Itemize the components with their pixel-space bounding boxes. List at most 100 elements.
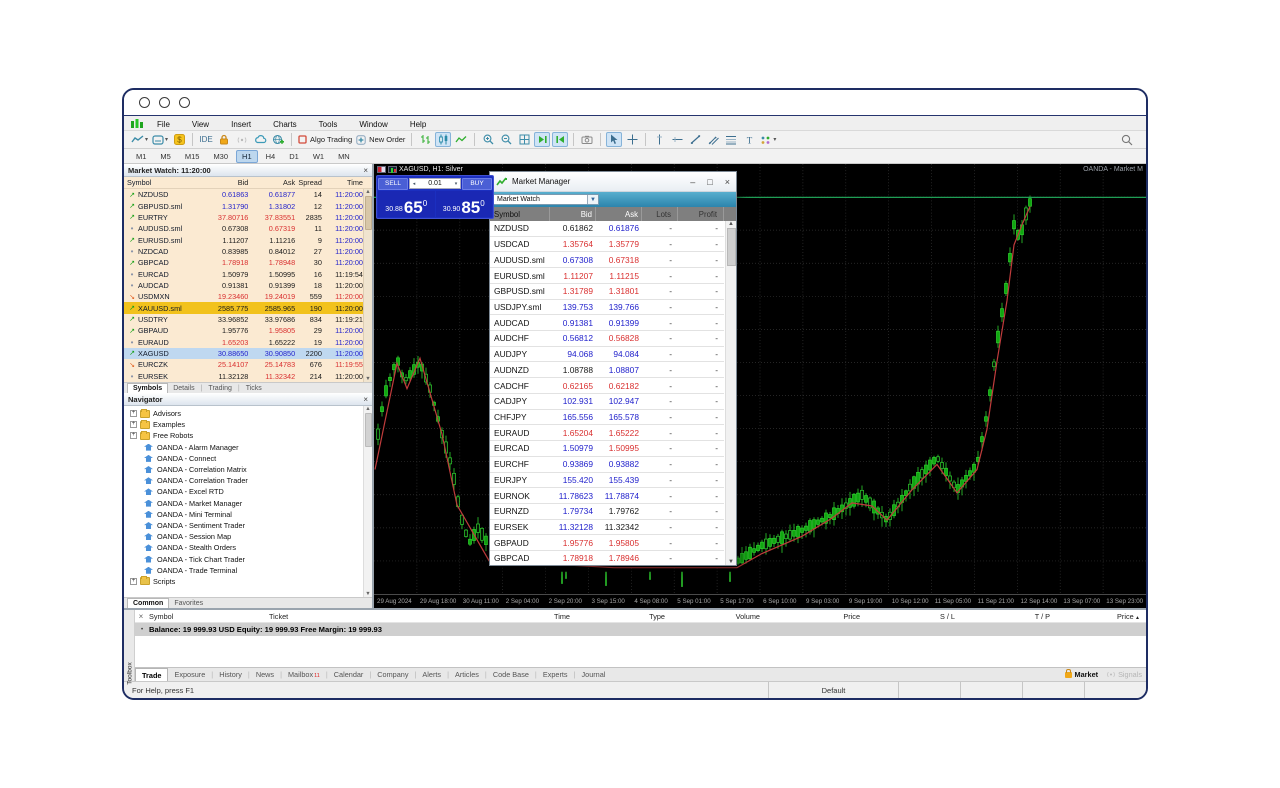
toolbox-tab-alerts[interactable]: Alerts	[422, 670, 442, 679]
market-watch-row-xagusd[interactable]: ↗ XAGUSD 30.88650 30.90850 2200 11:20:00	[124, 347, 363, 360]
market-manager-row-audjpy[interactable]: AUDJPY 94.068 94.084 - -	[490, 347, 724, 363]
trade-col-symbol-0[interactable]: Symbol	[149, 611, 174, 621]
zoom-in-icon[interactable]	[480, 132, 496, 147]
volume-stepper[interactable]: ◂ 0.01 ▾	[409, 178, 461, 189]
signal-disabled-icon[interactable]	[234, 132, 250, 147]
market-manager-row-eursek[interactable]: EURSEK 11.32128 11.32342 - -	[490, 520, 724, 536]
trade-col-ticket-1[interactable]: Ticket	[269, 611, 289, 621]
market-watch-row-eurtry[interactable]: ↗ EURTRY 37.80716 37.83551 2835 11:20:00	[124, 212, 363, 223]
toolbox-tab-exposure[interactable]: Exposure	[174, 670, 206, 679]
maximize-icon[interactable]: □	[707, 176, 713, 187]
mw-col-spread[interactable]: Spread	[298, 178, 322, 187]
close-icon[interactable]: ×	[363, 165, 368, 175]
market-manager-row-chfjpy[interactable]: CHFJPY 165.556 165.578 - -	[490, 410, 724, 426]
navigator-folder-free-robots[interactable]: + Free Robots	[130, 430, 372, 441]
market-manager-row-eurchf[interactable]: EURCHF 0.93869 0.93882 - -	[490, 457, 724, 473]
algo-trading-button[interactable]: Algo Trading	[297, 132, 353, 147]
market-manager-row-eurcad[interactable]: EURCAD 1.50979 1.50995 - -	[490, 441, 724, 457]
sell-price-display[interactable]: 30.88 65 0	[378, 191, 435, 217]
market-tab[interactable]: Market	[1064, 668, 1098, 679]
signals-tab[interactable]: Signals	[1106, 670, 1142, 679]
market-manager-row-euraud[interactable]: EURAUD 1.65204 1.65222 - -	[490, 425, 724, 442]
window-close-button[interactable]	[139, 97, 150, 108]
market-manager-row-eurjpy[interactable]: EURJPY 155.420 155.439 - -	[490, 473, 724, 489]
expand-icon[interactable]: +	[130, 410, 137, 418]
close-icon[interactable]: ×	[724, 176, 730, 187]
close-icon[interactable]: ×	[138, 611, 144, 621]
scroll-thumb[interactable]	[726, 228, 736, 266]
toolbox-side-tab[interactable]: Toolbox	[124, 610, 135, 685]
market-watch-row-euraud[interactable]: • EURAUD 1.65203 1.65222 19 11:20:00	[124, 336, 363, 347]
buy-price-display[interactable]: 30.90 85 0	[435, 191, 492, 217]
market-manager-row-gbpcad[interactable]: GBPCAD 1.78918 1.78946 - -	[490, 551, 724, 565]
screenshot-camera-icon[interactable]	[579, 132, 595, 147]
timeframe-mn[interactable]: MN	[338, 151, 350, 161]
menu-item-insert[interactable]: Insert	[231, 120, 252, 129]
navigator-item-oanda-session-map[interactable]: OANDA - Session Map	[130, 531, 372, 542]
market-watch-row-usdmxn[interactable]: ↘ USDMXN 19.23460 19.24019 559 11:20:00	[124, 291, 363, 302]
market-watch-row-audcad[interactable]: • AUDCAD 0.91381 0.91399 18 11:20:00	[124, 280, 363, 291]
market-manager-row-audnzd[interactable]: AUDNZD 1.08788 1.08807 - -	[490, 362, 724, 379]
window-zoom-button[interactable]	[179, 97, 190, 108]
scroll-down-icon[interactable]: ▼	[365, 376, 371, 382]
toolbox-tab-calendar[interactable]: Calendar	[333, 670, 364, 679]
market-watch-row-gbpusd-sml[interactable]: ↗ GBPUSD.sml 1.31790 1.31802 12 11:20:00	[124, 200, 363, 211]
market-manager-row-cadchf[interactable]: CADCHF 0.62165 0.62182 - -	[490, 378, 724, 394]
market-watch-row-audusd-sml[interactable]: • AUDUSD.sml 0.67308 0.67319 11 11:20:00	[124, 223, 363, 234]
market-manager-row-usdjpy-sml[interactable]: USDJPY.sml 139.753 139.766 - -	[490, 300, 724, 316]
market-manager-row-usdcad[interactable]: USDCAD 1.35764 1.35779 - -	[490, 237, 724, 253]
horizontal-line-tool-icon[interactable]	[669, 132, 685, 147]
new-chart-icon[interactable]: ▾	[130, 132, 149, 147]
navigator-item-oanda-connect[interactable]: OANDA - Connect	[130, 453, 372, 464]
market-watch-row-gbpcad[interactable]: ↗ GBPCAD 1.78918 1.78948 30 11:20:00	[124, 257, 363, 268]
trendline-tool-icon[interactable]	[687, 132, 703, 147]
timeframe-h1[interactable]: H1	[236, 149, 258, 163]
window-minimize-button[interactable]	[159, 97, 170, 108]
lock-icon[interactable]	[216, 132, 232, 147]
crosshair-icon[interactable]	[624, 132, 640, 147]
deposit-icon[interactable]: $	[171, 132, 187, 147]
navigator-item-oanda-stealth-orders[interactable]: OANDA - Stealth Orders	[130, 542, 372, 553]
timeframe-w1[interactable]: W1	[312, 151, 325, 161]
toolbox-tab-journal[interactable]: Journal	[581, 670, 606, 679]
bar-chart-mode-icon[interactable]	[417, 132, 433, 147]
vertical-line-tool-icon[interactable]	[651, 132, 667, 147]
market-manager-row-audusd-sml[interactable]: AUDUSD.sml 0.67308 0.67318 - -	[490, 252, 724, 269]
toolbox-tab-code-base[interactable]: Code Base	[492, 670, 529, 679]
navigator-item-oanda-mini-terminal[interactable]: OANDA - Mini Terminal	[130, 509, 372, 520]
scroll-up-icon[interactable]: ▲	[728, 221, 734, 227]
mw-col-ask[interactable]: Ask	[282, 178, 296, 187]
tab-symbols[interactable]: Symbols	[127, 383, 169, 393]
channel-tool-icon[interactable]	[705, 132, 721, 147]
zoom-out-icon[interactable]	[498, 132, 514, 147]
market-watch-row-gbpaud[interactable]: ↗ GBPAUD 1.95776 1.95805 29 11:20:00	[124, 325, 363, 336]
tab-common[interactable]: Common	[127, 598, 170, 608]
expand-icon[interactable]: +	[130, 432, 137, 440]
trade-col-time-2[interactable]: Time	[554, 611, 570, 621]
market-manager-row-eurusd-sml[interactable]: EURUSD.sml 1.11207 1.11215 - -	[490, 268, 724, 284]
expand-icon[interactable]: +	[130, 577, 137, 585]
navigator-item-oanda-market-manager[interactable]: OANDA - Market Manager	[130, 498, 372, 509]
cursor-icon[interactable]	[606, 132, 623, 147]
community-globe-icon[interactable]	[270, 132, 286, 147]
tab-details[interactable]: Details	[173, 384, 195, 392]
menu-item-tools[interactable]: Tools	[318, 120, 338, 129]
tile-windows-icon[interactable]	[516, 132, 532, 147]
market-watch-row-eurczk[interactable]: ↘ EURCZK 25.14107 25.14783 676 11:19:55	[124, 359, 363, 370]
search-icon[interactable]	[1119, 132, 1135, 147]
market-watch-row-nzdusd[interactable]: ↗ NZDUSD 0.61863 0.61877 14 11:20:00	[124, 189, 363, 200]
market-manager-row-cadjpy[interactable]: CADJPY 102.931 102.947 - -	[490, 394, 724, 410]
mm-col-symbol[interactable]: Symbol	[490, 207, 550, 221]
auto-scroll-icon[interactable]	[552, 132, 569, 147]
market-watch-row-eurcad[interactable]: • EURCAD 1.50979 1.50995 16 11:19:54	[124, 268, 363, 279]
navigator-scrollbar[interactable]: ▲ ▼	[363, 406, 372, 597]
market-watch-row-nzdcad[interactable]: • NZDCAD 0.83985 0.84012 27 11:20:00	[124, 246, 363, 257]
trade-col-price-5[interactable]: Price	[843, 611, 860, 621]
buy-button[interactable]: BUY	[462, 177, 492, 190]
navigator-folder-examples[interactable]: + Examples	[130, 419, 372, 430]
timeframe-d1[interactable]: D1	[289, 151, 299, 161]
trade-col-s-l-6[interactable]: S / L	[939, 611, 955, 621]
market-manager-row-audcad[interactable]: AUDCAD 0.91381 0.91399 - -	[490, 315, 724, 332]
navigator-folder-scripts[interactable]: + Scripts	[130, 576, 372, 587]
minimize-icon[interactable]: –	[690, 176, 696, 187]
